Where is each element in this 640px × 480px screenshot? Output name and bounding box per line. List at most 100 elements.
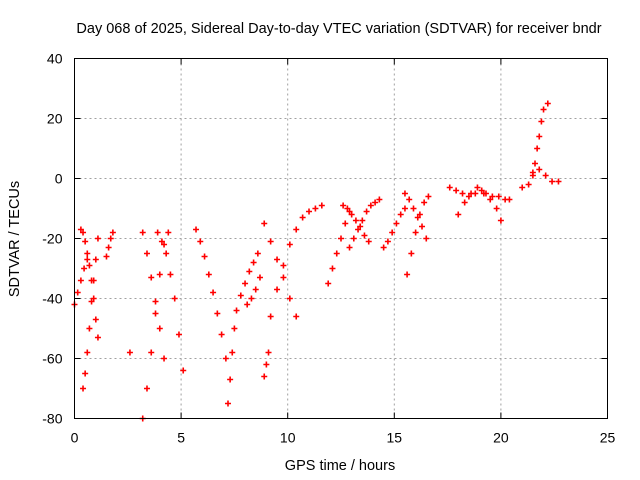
data-point [148, 349, 155, 356]
y-tick-label: -20 [42, 231, 62, 247]
data-point [414, 214, 421, 221]
series-arc-05 [126, 349, 133, 356]
data-point [286, 241, 293, 248]
x-tick-label: 0 [71, 430, 79, 446]
data-point [197, 238, 204, 245]
data-point [367, 202, 374, 209]
data-point [109, 229, 116, 236]
data-point [286, 295, 293, 302]
data-point [154, 229, 161, 236]
y-tick-label: 40 [47, 51, 63, 67]
data-point [88, 298, 95, 305]
data-point [549, 178, 556, 185]
x-tick-label: 20 [493, 430, 509, 446]
data-point [103, 253, 110, 260]
data-point [542, 172, 549, 179]
data-point [401, 205, 408, 212]
y-tick-label: 0 [55, 171, 63, 187]
axis-ticks: 0 5 10 15 20 25 -80 -60 -40 -20 0 20 40 [42, 51, 615, 446]
data-point [293, 313, 300, 320]
data-point [525, 181, 532, 188]
data-point [359, 217, 366, 224]
data-point [152, 298, 159, 305]
data-point [210, 289, 217, 296]
series-arc-09 [193, 226, 229, 362]
data-point [94, 334, 101, 341]
data-point [86, 325, 93, 332]
data-point [519, 184, 526, 191]
x-tick-label: 25 [600, 430, 616, 446]
data-point [237, 292, 244, 299]
data-point [161, 355, 168, 362]
data-point [158, 238, 165, 245]
series-arc-07 [139, 229, 168, 362]
y-tick-label: -40 [42, 291, 62, 307]
data-point [252, 286, 259, 293]
data-point [404, 271, 411, 278]
x-axis-label: GPS time / hours [285, 458, 395, 474]
data-point [267, 238, 274, 245]
y-tick-label: -60 [42, 351, 62, 367]
data-point [193, 226, 200, 233]
data-point [86, 262, 93, 269]
data-point [180, 367, 187, 374]
data-point [84, 256, 91, 263]
data-point [365, 238, 372, 245]
data-point [540, 106, 547, 113]
data-point [233, 307, 240, 314]
data-point [306, 208, 313, 215]
data-point [299, 214, 306, 221]
series-arc-11 [244, 274, 263, 308]
data-point [312, 205, 319, 212]
data-point [167, 271, 174, 278]
data-point [419, 223, 426, 230]
data-point [482, 190, 489, 197]
data-point [318, 202, 325, 209]
data-point [538, 118, 545, 125]
data-point [152, 310, 159, 317]
series-arc-20 [401, 190, 430, 242]
data-point [406, 196, 413, 203]
series-arc-03 [80, 235, 101, 392]
data-point [250, 259, 257, 266]
x-tick-label: 10 [280, 430, 296, 446]
y-tick-label: 20 [47, 111, 63, 127]
data-point [246, 268, 253, 275]
series-arc-12 [261, 349, 272, 380]
data-point [459, 190, 466, 197]
data-point [474, 184, 481, 191]
data-point [333, 250, 340, 257]
data-point [468, 190, 475, 197]
data-point [143, 250, 150, 257]
data-point [201, 253, 208, 260]
data-point [90, 277, 97, 284]
data-point [493, 205, 500, 212]
data-point [455, 211, 462, 218]
data-point [256, 274, 263, 281]
data-point [544, 100, 551, 107]
series-arc-04 [103, 229, 116, 260]
data-point [421, 199, 428, 206]
data-point [423, 235, 430, 242]
series-arc-15 [325, 208, 353, 287]
x-tick-label: 15 [387, 430, 403, 446]
data-point [338, 235, 344, 242]
data-point [372, 199, 379, 206]
data-point [274, 286, 281, 293]
data-point [389, 229, 396, 236]
y-tick-label: -80 [42, 411, 62, 427]
data-point [342, 220, 349, 227]
data-point [446, 184, 453, 191]
data-point [244, 301, 251, 308]
data-point [497, 217, 504, 224]
data-point [401, 190, 408, 197]
x-tick-label: 5 [177, 430, 185, 446]
series-arc-01 [71, 256, 91, 308]
data-point [222, 355, 229, 362]
data-point [92, 256, 99, 263]
data-point [143, 385, 150, 392]
series-arc-06 [139, 229, 172, 422]
data-point [261, 220, 268, 227]
data-point [227, 376, 234, 383]
